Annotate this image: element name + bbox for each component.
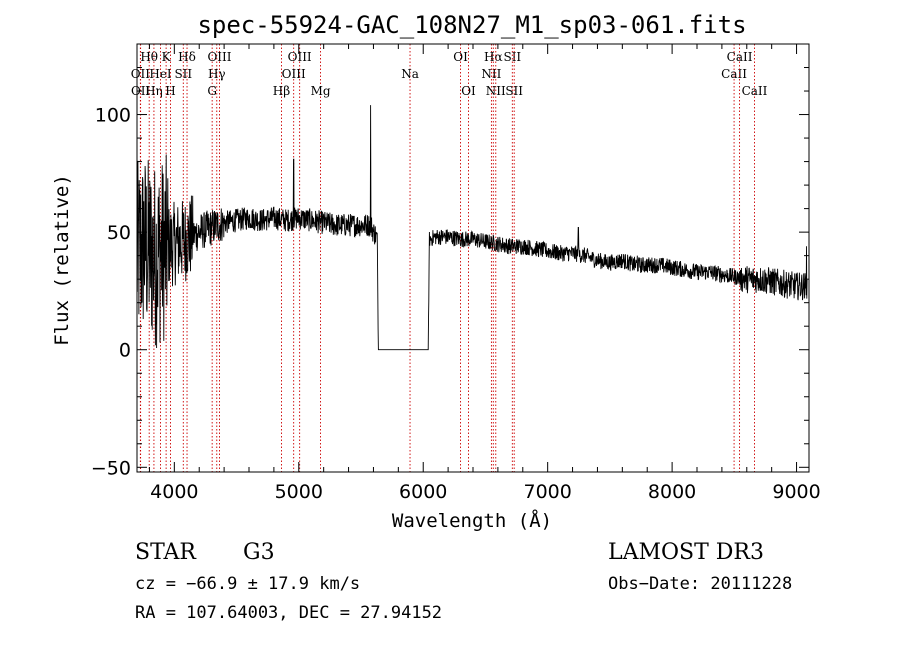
line-label: Na bbox=[401, 67, 419, 81]
spectrum-chart: spec-55924-GAC_108N27_M1_sp03-061.fits O… bbox=[51, 11, 821, 532]
object-type: STAR bbox=[135, 540, 196, 565]
line-label: Hβ bbox=[273, 84, 290, 98]
line-label: OI bbox=[453, 50, 468, 64]
survey-name: LAMOST DR3 bbox=[608, 540, 764, 565]
line-label: K bbox=[162, 50, 172, 64]
line-label: SII bbox=[505, 84, 523, 98]
y-tick-label: 100 bbox=[95, 105, 131, 127]
line-label: Hα bbox=[484, 50, 503, 64]
y-tick-label: −50 bbox=[91, 457, 131, 479]
line-label: Mg bbox=[311, 84, 331, 98]
line-label: NII bbox=[486, 84, 506, 98]
x-tick-label: 6000 bbox=[399, 481, 447, 503]
line-label: OIII bbox=[288, 50, 312, 64]
line-label: H bbox=[165, 84, 175, 98]
chart-title: spec-55924-GAC_108N27_M1_sp03-061.fits bbox=[197, 11, 746, 39]
line-label: HeI bbox=[149, 67, 172, 81]
line-label: SII bbox=[503, 50, 521, 64]
ra-dec-coords: RA = 107.64003, DEC = 27.94152 bbox=[135, 603, 443, 623]
obs-date: Obs−Date: 20111228 bbox=[608, 574, 793, 594]
y-tick-label: 0 bbox=[119, 340, 131, 362]
x-tick-label: 9000 bbox=[772, 481, 820, 503]
plot-frame bbox=[136, 43, 810, 473]
line-label: OII bbox=[131, 67, 151, 81]
spectrum-trace bbox=[136, 105, 808, 351]
spectrum-line bbox=[136, 105, 808, 351]
line-label: G bbox=[207, 84, 217, 98]
line-label: CaII bbox=[742, 84, 768, 98]
line-label: OI bbox=[461, 84, 476, 98]
line-label: OIII bbox=[207, 50, 231, 64]
cz-value: cz = −66.9 ± 17.9 km/s bbox=[135, 574, 361, 594]
line-label: Hγ bbox=[208, 67, 226, 81]
line-label: NII bbox=[481, 67, 501, 81]
x-axis-label: Wavelength (Å) bbox=[392, 509, 552, 532]
x-tick-label: 5000 bbox=[275, 481, 323, 503]
y-tick-label: 50 bbox=[107, 222, 131, 244]
line-label: OIII bbox=[282, 67, 306, 81]
line-label: Hθ bbox=[140, 50, 158, 64]
x-tick-label: 8000 bbox=[648, 481, 696, 503]
x-tick-label: 4000 bbox=[150, 481, 198, 503]
axis-ticks: 4000 5000 6000 7000 8000 9000 −50 0 50 100 bbox=[91, 44, 821, 503]
line-label: Hη bbox=[145, 84, 163, 98]
object-subclass: G3 bbox=[243, 540, 275, 565]
line-label: CaII bbox=[721, 67, 747, 81]
line-label: Hδ bbox=[178, 50, 196, 64]
emission-line-markers: OIIOIIHθHηHeIKHSIIHδGHγOIIIHβOIIIOIIIMgN… bbox=[131, 44, 768, 472]
line-label: CaII bbox=[727, 50, 753, 64]
y-axis-label: Flux (relative) bbox=[51, 174, 73, 346]
line-label: SII bbox=[174, 67, 192, 81]
x-tick-label: 7000 bbox=[523, 481, 571, 503]
